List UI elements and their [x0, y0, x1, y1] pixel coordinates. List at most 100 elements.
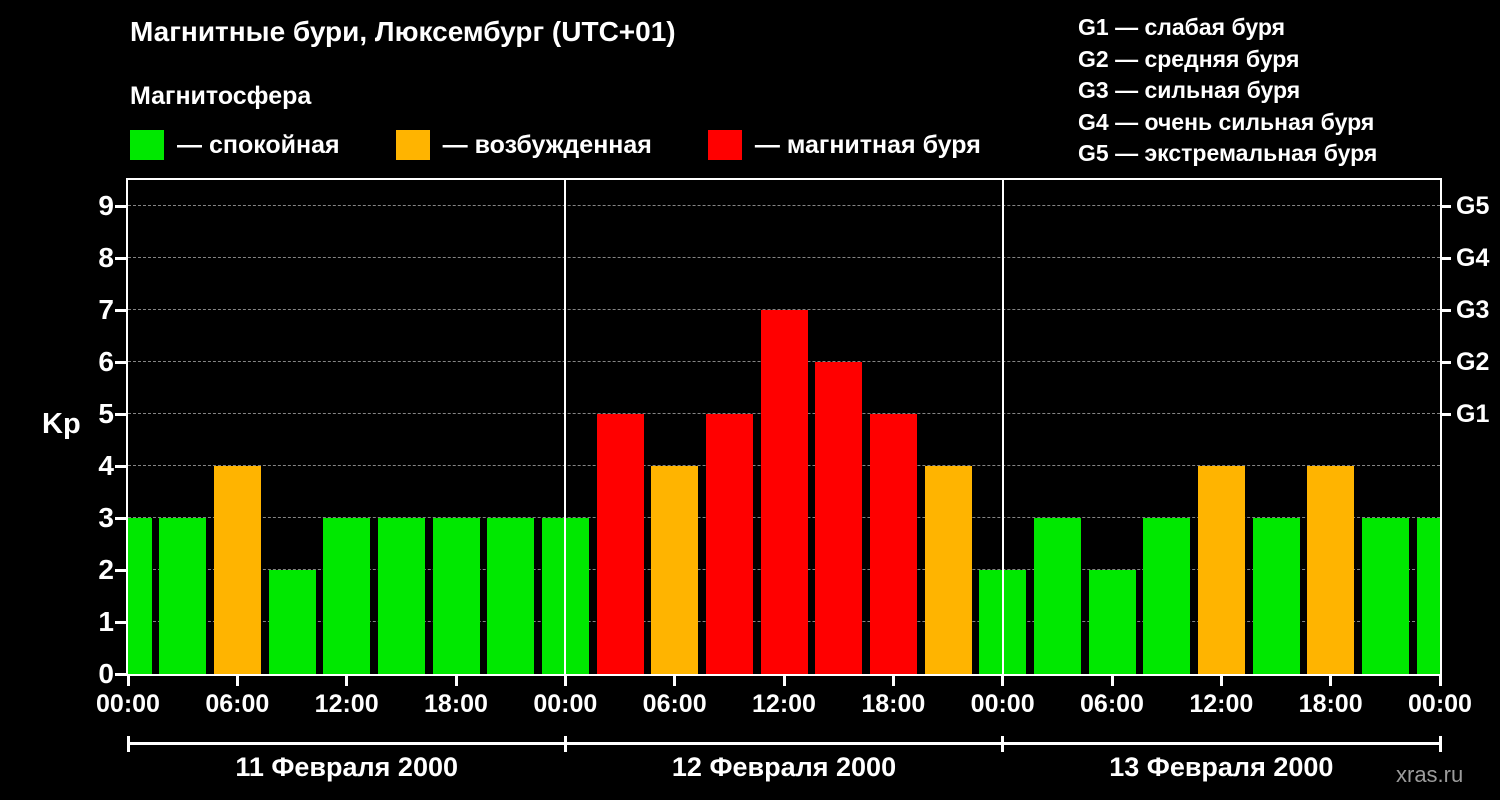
day-boundary-tick-hour-24 [563, 736, 567, 752]
kp-bar-hour-39 [815, 362, 863, 674]
x-tick-label-1: 06:00 [205, 690, 270, 718]
x-tick-2 [345, 676, 349, 686]
kp-bar-hour-33 [705, 414, 753, 674]
x-tick-10 [1219, 676, 1223, 686]
x-tick-label-2: 12:00 [314, 690, 379, 718]
x-tick-5 [673, 676, 677, 686]
kp-bar-hour-6 [213, 466, 261, 674]
legend-swatch-excited [395, 130, 430, 160]
x-tick-label-7: 18:00 [861, 690, 926, 718]
kp-bar-hour-30 [651, 466, 699, 674]
y-tick-label-5: 5 [98, 398, 114, 429]
y-tick-label-3: 3 [98, 502, 114, 533]
kp-bar-hour-21 [487, 518, 535, 674]
g-scale-legend: G1 — слабая буря G2 — средняя буря G3 — си… [1078, 12, 1377, 170]
plot-area [126, 178, 1442, 676]
kp-bar-hour-0 [128, 518, 152, 674]
x-tick-8 [1001, 676, 1005, 686]
y-tick-label-6: 6 [98, 346, 114, 377]
legend-label-excited: — возбужденная [442, 130, 652, 159]
storm-scale-item-g5: G5 — экстремальная буря [1078, 140, 1378, 166]
kp-bar-hour-54 [1088, 570, 1136, 674]
x-tick-9 [1110, 676, 1114, 686]
kp-bar-hour-15 [377, 518, 425, 674]
x-tick-0 [126, 676, 130, 686]
g-tick-G3 [1442, 309, 1451, 312]
kp-bar-hour-27 [596, 414, 644, 674]
gridline-kp-9 [128, 205, 1440, 206]
kp-bar-hour-51 [1033, 518, 1081, 674]
g-tick-G2 [1442, 361, 1451, 364]
kp-bar-hour-45 [924, 466, 972, 674]
y-tick-label-8: 8 [98, 242, 114, 273]
day-boundary-tick-hour-48 [1001, 736, 1005, 752]
day-separator-hour-48 [1001, 180, 1004, 674]
y-tick-label-4: 4 [98, 450, 114, 481]
day-boundary-tick-hour-0 [126, 736, 130, 752]
gridline-kp-8 [128, 257, 1440, 258]
y-tick-9 [115, 205, 126, 208]
storm-scale-item-g4: G4 — очень сильная буря [1078, 108, 1375, 135]
g-scale-label-G4: G4 [1456, 244, 1490, 272]
x-tick-3 [454, 676, 458, 686]
legend-label-storm: — магнитная буря [754, 130, 981, 159]
x-tick-label-3: 18:00 [424, 690, 488, 718]
y-tick-label-9: 9 [98, 190, 114, 221]
kp-bar-hour-12 [323, 518, 371, 674]
x-tick-4 [563, 676, 567, 686]
legend-item-storm: — магнитная буря [707, 130, 981, 160]
x-tick-label-11: 18:00 [1298, 690, 1363, 718]
x-tick-label-6: 12:00 [752, 690, 816, 718]
storm-scale-item-g3: G3 — сильная буря [1078, 77, 1301, 103]
storm-scale-item-g2: G2 — средняя буря [1078, 45, 1300, 72]
kp-bar-hour-63 [1252, 518, 1300, 674]
x-tick-label-4: 00:00 [533, 690, 598, 718]
y-axis-label: Kp [42, 408, 81, 440]
y-tick-7 [115, 309, 126, 312]
x-tick-12 [1438, 676, 1442, 686]
g-scale-label-G3: G3 [1456, 296, 1490, 324]
kp-bar-hour-57 [1143, 518, 1191, 674]
y-tick-5 [115, 413, 126, 416]
legend-item-quiet: — спокойная [130, 130, 340, 160]
y-tick-1 [115, 621, 126, 624]
x-tick-label-12: 00:00 [1408, 690, 1472, 718]
kp-bar-hour-60 [1197, 466, 1245, 674]
kp-bar-hour-69 [1361, 518, 1409, 674]
g-tick-G5 [1442, 205, 1451, 208]
legend-label-quiet: — спокойная [177, 130, 340, 159]
y-tick-2 [115, 569, 126, 572]
storm-scale-item-g1: G1 — слабая буря [1078, 14, 1286, 40]
legend-swatch-storm [707, 130, 742, 160]
kp-status-legend: — спокойная — возбужденная — магнитная бур… [130, 130, 1037, 160]
day-axis-line [128, 742, 1440, 745]
magnetosphere-label: Магнитосфера [130, 82, 312, 110]
y-tick-label-1: 1 [98, 606, 114, 637]
kp-bar-hour-42 [869, 414, 917, 674]
y-tick-4 [115, 465, 126, 468]
day-separator-hour-24 [564, 180, 567, 674]
g-tick-G1 [1442, 413, 1451, 416]
x-tick-6 [782, 676, 786, 686]
x-tick-label-0: 00:00 [96, 690, 160, 718]
gridline-kp-7 [128, 309, 1440, 310]
y-tick-label-2: 2 [98, 554, 114, 585]
y-tick-0 [115, 673, 126, 676]
y-tick-3 [115, 517, 126, 520]
y-tick-label-0: 0 [98, 658, 114, 689]
y-tick-label-7: 7 [98, 294, 114, 325]
kp-bar-hour-36 [760, 310, 808, 674]
watermark: xras.ru [1396, 762, 1464, 787]
x-tick-11 [1329, 676, 1333, 686]
g-scale-label-G1: G1 [1456, 400, 1490, 428]
g-tick-G4 [1442, 257, 1451, 260]
g-scale-label-G5: G5 [1456, 192, 1490, 220]
x-tick-label-5: 06:00 [642, 690, 707, 718]
x-tick-7 [891, 676, 895, 686]
day-boundary-tick-hour-72 [1438, 736, 1442, 752]
chart-title: Магнитные бури, Люксембург (UTC+01) [130, 16, 676, 47]
x-tick-label-8: 00:00 [970, 690, 1035, 718]
g-scale-label-G2: G2 [1456, 348, 1490, 376]
day-label-3: 13 Февраля 2000 [1109, 752, 1334, 782]
